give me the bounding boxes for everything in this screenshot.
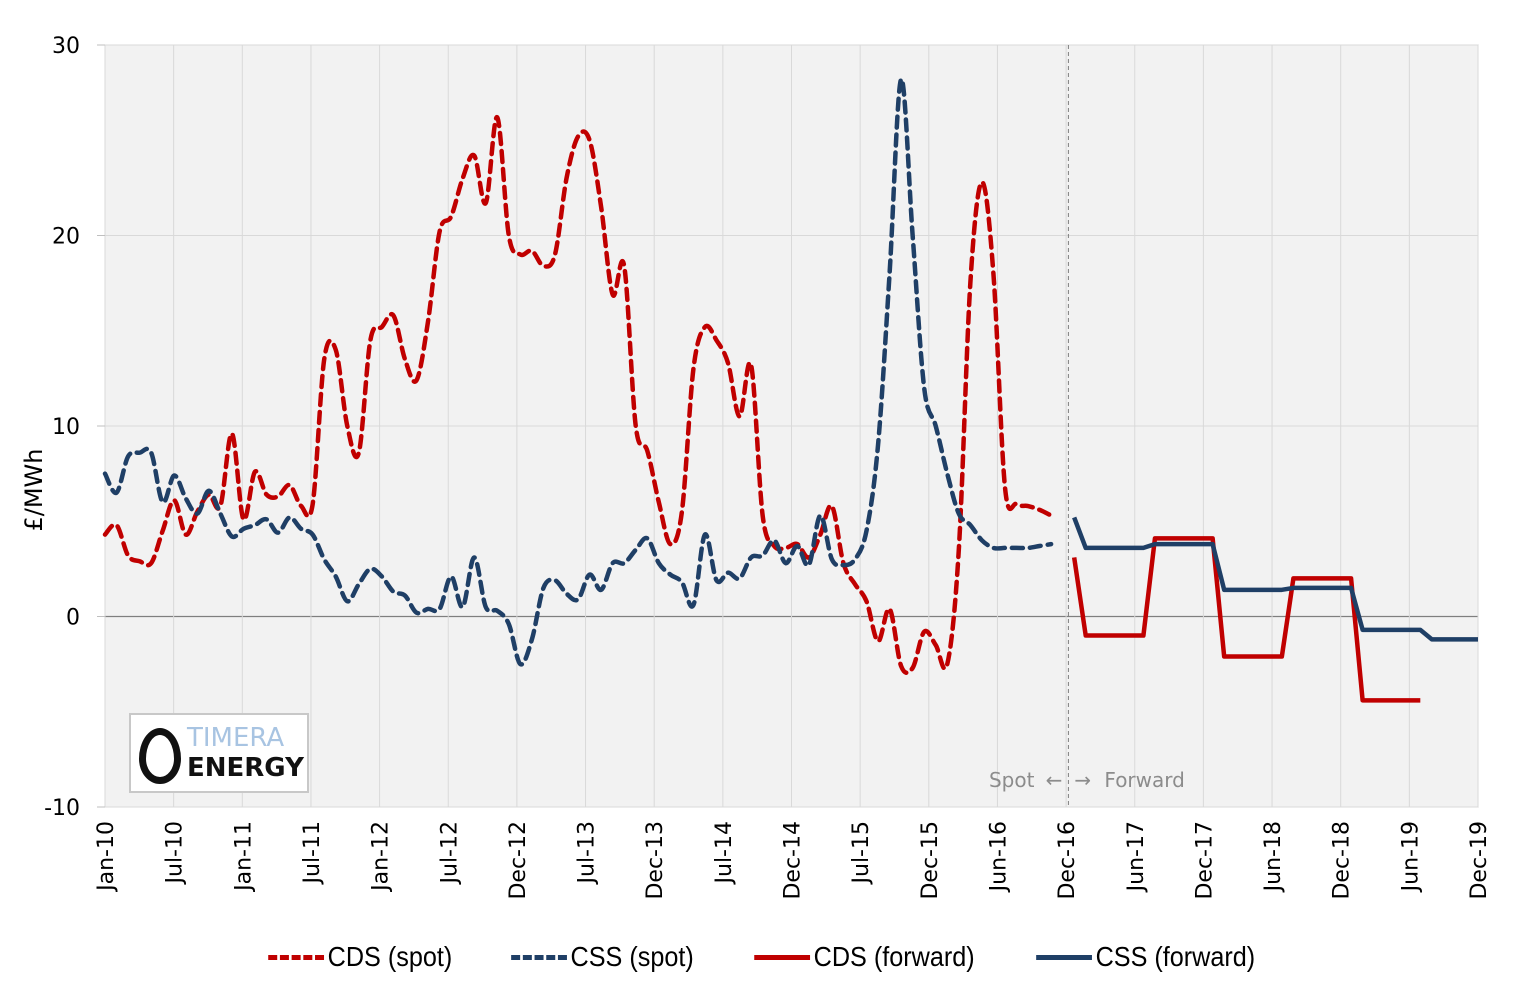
gridlines	[104, 44, 1479, 808]
left-arrow-icon: ←	[1046, 768, 1063, 792]
logo-text-energy: ENERGY	[187, 753, 304, 783]
series-line-css-spot	[102, 77, 1054, 667]
x-tick-label: Jul-11	[300, 821, 325, 885]
timera-energy-logo: TIMERA ENERGY	[129, 713, 309, 793]
right-arrow-icon: →	[1074, 768, 1091, 792]
x-tick-label: Dec-12	[506, 821, 531, 900]
x-tick-label: Jul-14	[712, 821, 737, 885]
x-tick-label: Jan-11	[231, 821, 256, 893]
legend-item-css-forward: CSS (forward)	[1036, 941, 1256, 973]
x-tick-label: Dec-17	[1192, 821, 1217, 900]
x-tick-label: Jun-16	[986, 821, 1011, 893]
x-tick-label: Jul-13	[575, 821, 600, 885]
x-axis-ticks: Jan-10 Jul-10 Jan-11 Jul-11 Jan-12 Jul-12 Dec-…	[94, 821, 1492, 900]
x-tick-label: Jun-18	[1261, 821, 1286, 893]
legend-label: CSS (forward)	[1096, 941, 1256, 972]
x-tick-label: Jul-12	[437, 821, 462, 885]
legend-item-css-spot: CSS (spot)	[510, 941, 694, 973]
logo-text-timera: TIMERA	[187, 723, 285, 753]
x-tick-label: Jun-17	[1124, 821, 1149, 893]
x-tick-label: Jul-10	[163, 821, 188, 885]
x-tick-label: Jun-19	[1398, 821, 1423, 893]
spot-label: Spot	[989, 768, 1035, 792]
x-tick-label: Dec-14	[781, 821, 806, 900]
x-tick-label: Jan-12	[369, 821, 394, 893]
series-line-cds-forward	[1071, 536, 1421, 703]
legend-swatch	[1036, 954, 1093, 960]
legend-item-cds-forward: CDS (forward)	[753, 941, 975, 973]
legend-item-cds-spot: CDS (spot)	[268, 941, 452, 973]
x-tick-label: Dec-16	[1055, 821, 1080, 900]
y-axis-label: £/MWh	[20, 448, 48, 531]
x-tick-label: Dec-15	[918, 821, 943, 900]
legend: CDS (spot) CSS (spot) CDS (forward) CSS …	[0, 932, 1526, 982]
y-tick-label: 10	[52, 415, 80, 440]
legend-swatch	[753, 954, 810, 960]
x-tick-label: Dec-19	[1467, 821, 1492, 900]
x-tick-label: Jan-10	[94, 821, 119, 893]
y-axis-ticks: -10 0 10 20 30	[44, 34, 105, 821]
series-group	[102, 77, 1478, 703]
series-line-css-forward	[1072, 516, 1478, 642]
y-tick-label: -10	[44, 796, 80, 821]
logo-mark-icon	[139, 728, 181, 784]
legend-label: CDS (spot)	[327, 941, 453, 972]
legend-label: CSS (spot)	[570, 941, 694, 972]
x-tick-label: Dec-13	[643, 821, 668, 900]
x-tick-label: Jul-15	[849, 821, 874, 885]
y-tick-label: 0	[66, 606, 80, 631]
y-tick-label: 20	[52, 225, 80, 250]
y-tick-label: 30	[52, 34, 80, 59]
forward-label: Forward	[1104, 768, 1184, 792]
series-line-cds-spot	[102, 115, 1054, 676]
legend-swatch	[268, 954, 325, 960]
x-tick-label: Dec-18	[1330, 821, 1355, 900]
legend-swatch	[510, 954, 567, 960]
legend-label: CDS (forward)	[813, 941, 975, 972]
spot-forward-annotation: Spot ← → Forward	[989, 768, 1185, 792]
